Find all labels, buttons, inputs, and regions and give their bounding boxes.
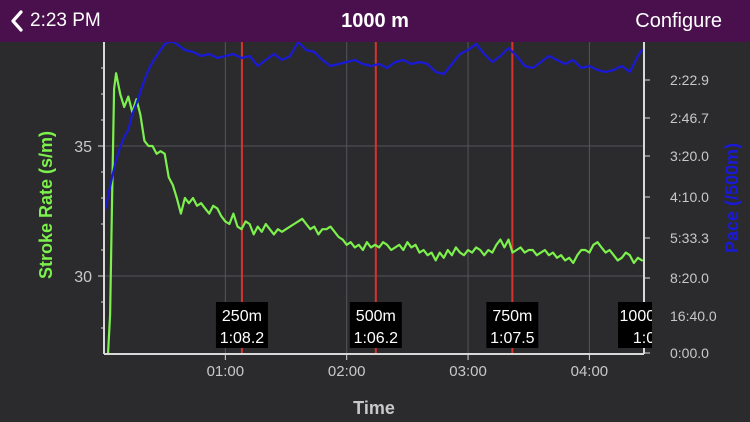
y-tick-label-right: 2:22.9 xyxy=(670,72,709,88)
split-label: 750m 1:07.5 xyxy=(486,302,539,348)
y-tick-label-right: 16:40.0 xyxy=(670,308,717,324)
axes: 01:00 02:00 03:00 04:00 30 35 0:00.0 16:40.0 8:2… xyxy=(74,42,717,380)
y-tick-label-right: 8:20.0 xyxy=(670,270,709,286)
back-button[interactable]: 2:23 PM xyxy=(10,0,101,42)
chevron-left-icon xyxy=(10,10,24,32)
y-tick-label-right: 0:00.0 xyxy=(670,345,709,361)
y-tick-label-right: 2:46.7 xyxy=(670,110,709,126)
split-label-box xyxy=(349,302,402,348)
x-tick-label: 04:00 xyxy=(571,363,609,380)
split-time-label: 1:08.2 xyxy=(220,330,265,347)
split-time-label: 1:07.5 xyxy=(490,330,535,347)
back-label: 2:23 PM xyxy=(30,10,101,31)
y-tick-label-right: 3:20.0 xyxy=(670,148,709,164)
y-axis-left-title: Stroke Rate (s/m) xyxy=(36,131,56,279)
y-tick-label-right: 5:33.3 xyxy=(670,230,709,246)
x-axis-title: Time xyxy=(353,398,395,418)
stroke-rate-pace-chart[interactable]: 01:00 02:00 03:00 04:00 30 35 0:00.0 16:40.0 8:2… xyxy=(0,42,750,422)
split-label-box xyxy=(215,302,268,348)
split-time-label: 1:0 xyxy=(633,330,655,347)
navigation-bar: 2:23 PM 1000 m Configure xyxy=(0,0,750,42)
stroke-rate-series-line xyxy=(106,72,644,356)
split-label-box xyxy=(486,302,539,348)
series xyxy=(102,42,644,356)
pace-series-line xyxy=(102,42,644,216)
split-distance-label: 1000m xyxy=(620,308,669,325)
chart-area[interactable]: 01:00 02:00 03:00 04:00 30 35 0:00.0 16:40.0 8:2… xyxy=(0,42,750,422)
y-axis-right-title: Pace (/500m) xyxy=(722,143,742,253)
split-distance-label: 750m xyxy=(492,308,532,325)
y-tick-label-right: 4:10.0 xyxy=(670,189,709,205)
y-tick-label-left: 30 xyxy=(74,269,92,286)
split-label: 500m 1:06.2 xyxy=(349,302,402,348)
x-tick-label: 02:00 xyxy=(328,363,366,380)
split-distance-label: 500m xyxy=(356,308,396,325)
y-tick-label-left: 35 xyxy=(74,139,92,156)
split-label: 250m 1:08.2 xyxy=(215,302,268,348)
split-labels: 250m 1:08.2 500m 1:06.2 750m 1:07.5 1000m 1:0 xyxy=(215,302,669,348)
split-label-box xyxy=(618,302,652,348)
split-label: 1000m 1:0 xyxy=(618,302,669,348)
x-tick-label: 03:00 xyxy=(449,363,487,380)
split-time-label: 1:06.2 xyxy=(354,330,399,347)
configure-button[interactable]: Configure xyxy=(635,10,722,32)
x-tick-label: 01:00 xyxy=(207,363,245,380)
split-distance-label: 250m xyxy=(222,308,262,325)
